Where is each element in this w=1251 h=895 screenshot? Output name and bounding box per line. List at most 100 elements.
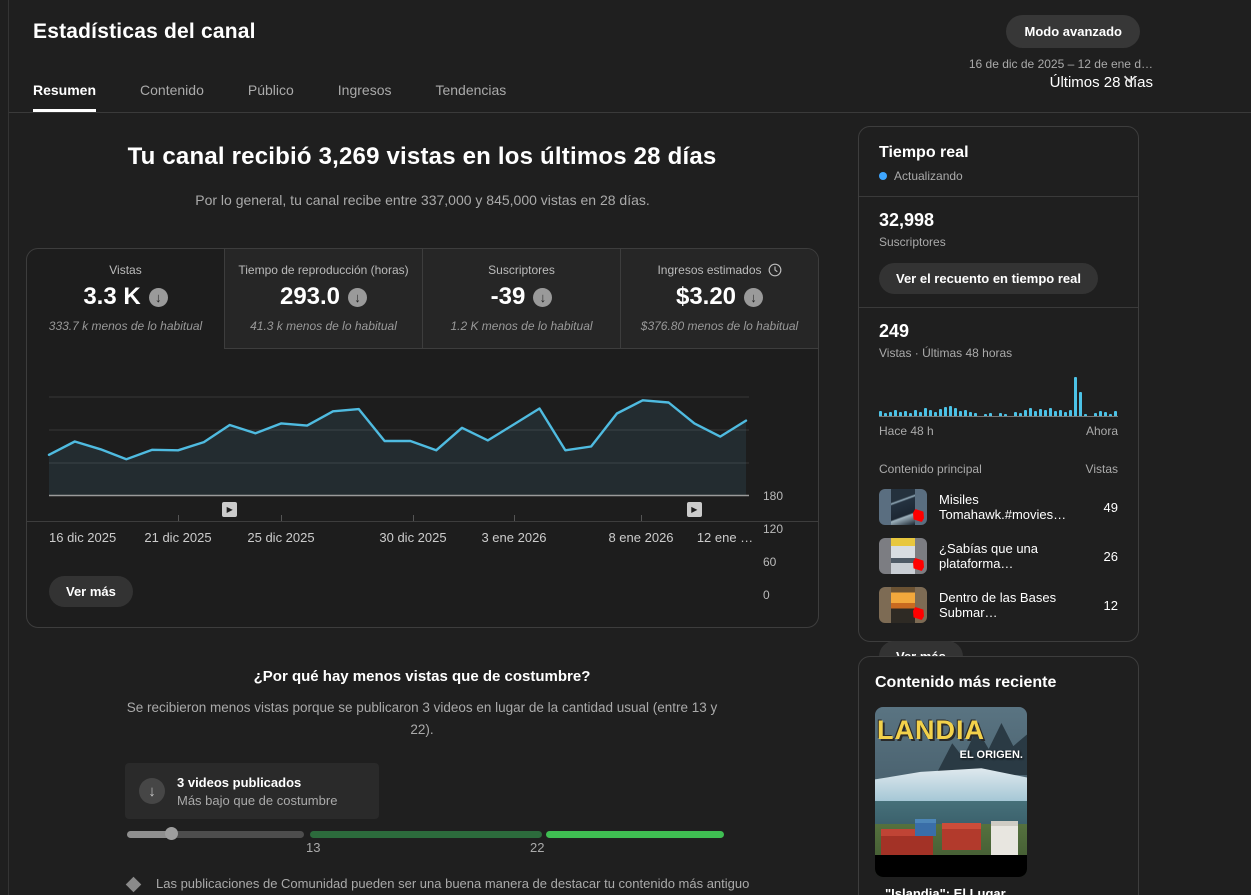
sparkline-bar bbox=[929, 409, 932, 416]
sparkline-bar bbox=[1094, 412, 1097, 416]
why-section-body: Se recibieron menos vistas porque se pub… bbox=[126, 700, 718, 737]
tab-contenido[interactable]: Contenido bbox=[140, 82, 204, 98]
sparkline-bar bbox=[1044, 409, 1047, 416]
latest-video-thumbnail[interactable]: LANDIA EL ORIGEN. bbox=[875, 707, 1027, 877]
x-axis-tick: 16 dic 2025 bbox=[49, 530, 117, 545]
chevron-down-icon[interactable] bbox=[1119, 68, 1141, 90]
slider-min-label: 13 bbox=[306, 840, 321, 855]
video-published-marker[interactable]: ▶ bbox=[686, 502, 702, 517]
x-axis-line bbox=[27, 521, 818, 522]
sparkline-axis-right: Ahora bbox=[1085, 424, 1118, 438]
sparkline-bar bbox=[1034, 410, 1037, 416]
metric-tab-views[interactable]: Vistas 3.3 K ↓ 333.7 k menos de lo habit… bbox=[27, 249, 224, 349]
video-title: Misiles Tomahawk.#movies… bbox=[939, 492, 1067, 522]
video-views: 49 bbox=[1103, 499, 1118, 515]
views-48h-label: Vistas · Últimas 48 horas bbox=[879, 346, 1013, 360]
top-content-header: Contenido principal Vistas bbox=[879, 462, 1118, 476]
sparkline-bar bbox=[939, 409, 942, 416]
sparkline-bar bbox=[1029, 408, 1032, 416]
shorts-badge-icon bbox=[913, 607, 924, 620]
sparkline-bar bbox=[884, 412, 887, 416]
tooltip-title: 3 videos publicados bbox=[177, 774, 302, 790]
sparkline-bar bbox=[954, 408, 957, 416]
x-axis-tick: 25 dic 2025 bbox=[247, 530, 315, 545]
sparkline-bar bbox=[1109, 414, 1112, 416]
date-range-text: 16 de dic de 2025 – 12 de ene d… bbox=[968, 57, 1153, 71]
divider bbox=[859, 196, 1138, 197]
metric-label: Tiempo de reproducción (horas) bbox=[238, 263, 409, 277]
x-axis-tick: 21 dic 2025 bbox=[144, 530, 212, 545]
latest-video-title: "Islandia": El Lugar bbox=[885, 886, 1006, 895]
header: Estadísticas del canal Resumen Contenido… bbox=[9, 0, 1251, 113]
trend-down-icon: ↓ bbox=[348, 287, 368, 307]
sparkline-bar bbox=[974, 413, 977, 416]
sparkline-bar bbox=[1084, 413, 1087, 416]
x-axis-tick: 30 dic 2025 bbox=[379, 530, 447, 545]
sparkline-bar bbox=[1064, 411, 1067, 416]
sparkline-axis: Hace 48 h Ahora bbox=[879, 424, 1118, 438]
views-headline: Tu canal recibió 3,269 vistas en los últ… bbox=[127, 143, 717, 170]
sparkline-bar bbox=[879, 410, 882, 416]
y-axis-tick: 0 bbox=[763, 588, 770, 602]
sparkline-bar bbox=[1104, 411, 1107, 416]
metric-tab-row: Vistas 3.3 K ↓ 333.7 k menos de lo habit… bbox=[27, 249, 818, 349]
sparkline-bar bbox=[1059, 409, 1062, 416]
realtime-title: Tiempo real bbox=[879, 144, 969, 161]
metric-tab-watch-time[interactable]: Tiempo de reproducción (horas) 293.0 ↓ 4… bbox=[224, 249, 422, 349]
video-views: 12 bbox=[1103, 597, 1118, 613]
sparkline-bar bbox=[1024, 409, 1027, 416]
metric-tab-revenue[interactable]: Ingresos estimados $3.20 ↓ $376.80 menos… bbox=[620, 249, 818, 349]
sparkline-bar bbox=[919, 411, 922, 416]
sparkline-bar bbox=[1004, 414, 1007, 416]
video-published-marker[interactable]: ▶ bbox=[222, 502, 238, 517]
tab-ingresos[interactable]: Ingresos bbox=[337, 82, 392, 98]
trend-down-icon: ↓ bbox=[148, 287, 168, 307]
video-row[interactable]: ¿Sabías que una plataforma… 26 bbox=[879, 538, 1118, 574]
sparkline-bar bbox=[909, 412, 912, 416]
tab-publico[interactable]: Público bbox=[247, 82, 294, 98]
sparkline-bar bbox=[959, 410, 962, 416]
sparkline-bar bbox=[904, 410, 907, 416]
overview-analytics-card: Vistas 3.3 K ↓ 333.7 k menos de lo habit… bbox=[26, 248, 819, 628]
metric-note: $376.80 menos de lo habitual bbox=[640, 319, 799, 333]
why-section-title: ¿Por qué hay menos vistas que de costumb… bbox=[253, 668, 591, 685]
realtime-card: Tiempo real Actualizando 32,998 Suscript… bbox=[858, 126, 1139, 672]
see-more-button[interactable]: Ver más bbox=[49, 576, 133, 607]
slider-segment-below bbox=[170, 831, 304, 838]
shorts-badge-icon bbox=[913, 558, 924, 571]
diamond-icon bbox=[125, 876, 142, 893]
subscriber-label: Suscriptores bbox=[879, 235, 946, 249]
advanced-mode-button[interactable]: Modo avanzado bbox=[1006, 15, 1140, 48]
slider-segment-above bbox=[546, 831, 724, 838]
trend-down-icon: ↓ bbox=[744, 287, 764, 307]
video-views: 26 bbox=[1103, 548, 1118, 564]
metric-label: Vistas bbox=[109, 263, 142, 277]
live-count-button[interactable]: Ver el recuento en tiempo real bbox=[879, 263, 1098, 294]
metric-value: 293.0 bbox=[279, 283, 341, 310]
tab-tendencias[interactable]: Tendencias bbox=[435, 82, 507, 98]
sparkline-bar bbox=[914, 409, 917, 416]
video-thumbnail[interactable] bbox=[879, 538, 927, 574]
sparkline-bar bbox=[969, 411, 972, 416]
video-row[interactable]: Misiles Tomahawk.#movies… 49 bbox=[879, 489, 1118, 525]
realtime-status: Actualizando bbox=[879, 169, 1118, 183]
metric-value: 3.3 K bbox=[83, 283, 141, 310]
video-thumbnail[interactable] bbox=[879, 489, 927, 525]
sparkline-bar bbox=[1069, 410, 1072, 416]
slider-segment-current bbox=[127, 831, 173, 838]
sparkline-bar bbox=[894, 409, 897, 416]
divider bbox=[859, 307, 1138, 308]
tab-resumen[interactable]: Resumen bbox=[33, 82, 97, 112]
sparkline-bar bbox=[934, 412, 937, 416]
top-content-header-left: Contenido principal bbox=[879, 462, 982, 476]
metric-value: $3.20 bbox=[675, 283, 737, 310]
trend-down-icon: ↓ bbox=[139, 778, 165, 804]
metric-value: -39 bbox=[490, 283, 526, 310]
video-title: Dentro de las Bases Submar… bbox=[939, 590, 1057, 620]
video-thumbnail[interactable] bbox=[879, 587, 927, 623]
sparkline-bar bbox=[999, 413, 1002, 416]
status-text: Actualizando bbox=[894, 169, 963, 183]
video-row[interactable]: Dentro de las Bases Submar… 12 bbox=[879, 587, 1118, 623]
metric-tab-subscribers[interactable]: Suscriptores -39 ↓ 1.2 K menos de lo hab… bbox=[422, 249, 620, 349]
